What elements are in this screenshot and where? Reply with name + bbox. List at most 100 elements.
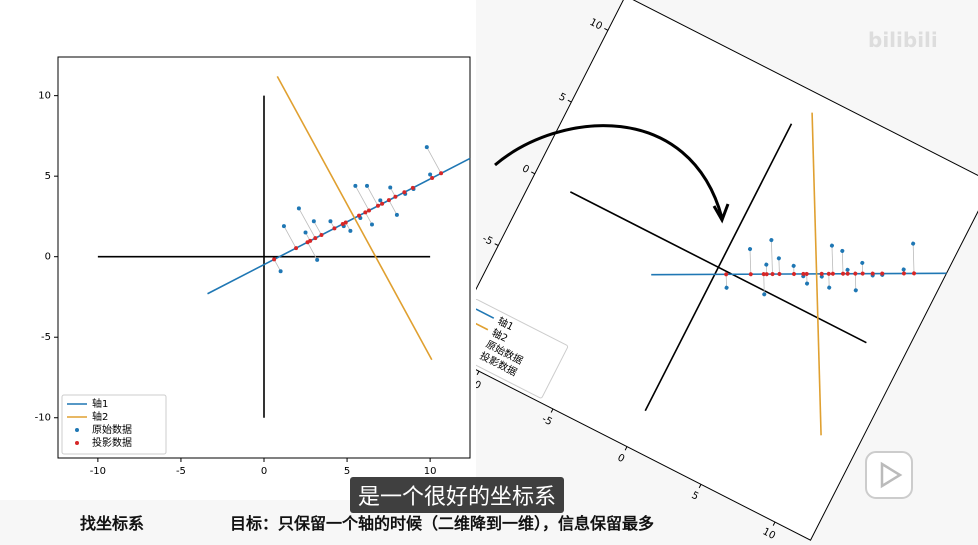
point <box>424 145 429 150</box>
x-tick-label: 5 <box>344 466 350 477</box>
point <box>860 271 865 276</box>
legend-dot <box>75 428 79 432</box>
point <box>777 272 782 277</box>
point <box>278 269 283 274</box>
point <box>272 257 277 262</box>
axis-2 <box>276 75 433 361</box>
point <box>845 267 850 272</box>
projection-link <box>298 208 316 239</box>
x-tick-label: 0 <box>616 452 627 465</box>
point <box>319 232 324 237</box>
y-tick <box>567 99 572 103</box>
point <box>901 267 906 272</box>
point <box>748 272 753 277</box>
projection-link <box>283 225 297 249</box>
point <box>860 260 865 265</box>
point <box>340 222 345 227</box>
projection-link <box>355 185 370 211</box>
point <box>428 172 433 177</box>
legend-line <box>475 308 495 319</box>
y-tick-label: 5 <box>45 171 51 182</box>
play-button[interactable] <box>865 451 913 499</box>
y-tick-label: 10 <box>588 17 604 33</box>
legend-box <box>61 394 167 455</box>
projection-link <box>828 273 830 288</box>
point <box>880 271 885 276</box>
x-tick <box>550 408 554 413</box>
x-tick-label: -5 <box>540 414 554 428</box>
projection-link <box>307 242 318 261</box>
point <box>378 198 383 203</box>
point <box>402 190 407 195</box>
point <box>365 183 369 188</box>
legend-label: 轴1 <box>92 397 108 410</box>
y-tick-label: 5 <box>557 91 568 104</box>
projection-link <box>763 274 765 295</box>
projection-link <box>388 199 398 216</box>
point <box>363 210 368 215</box>
projection-link <box>364 212 373 225</box>
point <box>762 292 767 297</box>
projection-link <box>366 185 379 206</box>
point <box>348 228 353 233</box>
point <box>375 203 380 208</box>
point <box>826 271 831 276</box>
axis-line <box>644 123 793 412</box>
x-tick-label: 10 <box>424 466 437 477</box>
legend-dot <box>75 441 79 445</box>
point <box>343 220 348 225</box>
projection-link <box>778 258 780 275</box>
point <box>791 263 796 268</box>
point <box>748 247 753 252</box>
axis-1 <box>651 272 947 276</box>
x-tick <box>698 484 702 489</box>
point <box>353 183 358 188</box>
axis-2 <box>811 112 822 436</box>
point <box>388 185 393 190</box>
y-tick-label: 0 <box>45 252 51 263</box>
subtitle: 是一个很好的坐标系 <box>350 477 565 513</box>
point <box>911 241 916 246</box>
point <box>296 206 301 211</box>
arrow <box>494 124 724 219</box>
projection-link <box>273 259 281 272</box>
play-icon[interactable] <box>880 461 903 489</box>
point <box>791 272 796 277</box>
point <box>410 185 415 190</box>
y-tick-label: -10 <box>35 413 51 424</box>
projection-link <box>426 146 442 174</box>
y-tick-label: -5 <box>480 233 494 247</box>
point <box>380 201 385 206</box>
point <box>912 271 917 276</box>
point <box>761 272 766 277</box>
y-tick-label: -5 <box>41 332 51 343</box>
play-bg[interactable] <box>865 451 913 499</box>
point <box>724 272 729 277</box>
point <box>870 271 875 276</box>
point <box>801 271 806 276</box>
point <box>769 238 774 243</box>
point <box>430 175 435 180</box>
point <box>393 194 398 199</box>
point <box>366 208 371 213</box>
point <box>841 271 846 276</box>
y-tick <box>531 171 536 175</box>
projection-link <box>725 274 727 288</box>
y-tick-label: 0 <box>520 163 531 176</box>
point <box>853 288 858 293</box>
point <box>840 248 845 253</box>
y-tick <box>604 28 609 31</box>
point <box>776 256 781 261</box>
projection-link <box>854 273 857 291</box>
x-tick-label: 0 <box>261 466 267 477</box>
legend-label: 投影数据 <box>92 436 132 449</box>
logo: bilibili <box>868 28 938 52</box>
projection-link <box>912 243 915 274</box>
point <box>845 271 850 276</box>
point <box>294 246 299 251</box>
point <box>901 271 906 276</box>
axis-1 <box>207 157 471 295</box>
point <box>386 198 391 203</box>
